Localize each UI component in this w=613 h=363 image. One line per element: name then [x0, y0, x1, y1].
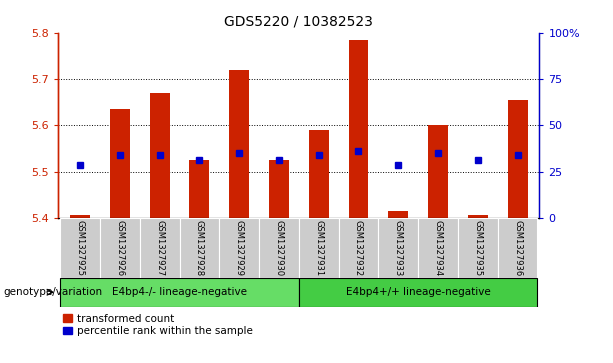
- Bar: [70, 216, 90, 218]
- Bar: [498, 218, 538, 278]
- Text: GSM1327931: GSM1327931: [314, 220, 323, 276]
- Legend: transformed count, percentile rank within the sample: transformed count, percentile rank withi…: [63, 314, 253, 337]
- Bar: [338, 218, 378, 278]
- Text: GSM1327928: GSM1327928: [195, 220, 204, 276]
- Text: GSM1327934: GSM1327934: [433, 220, 443, 276]
- Bar: [100, 218, 140, 278]
- Text: E4bp4-/- lineage-negative: E4bp4-/- lineage-negative: [112, 287, 247, 297]
- Bar: [269, 160, 289, 218]
- Bar: [468, 216, 488, 218]
- Bar: [60, 278, 299, 307]
- Text: GSM1327925: GSM1327925: [75, 220, 85, 276]
- Text: GSM1327932: GSM1327932: [354, 220, 363, 276]
- Text: genotype/variation: genotype/variation: [3, 287, 102, 297]
- Bar: [299, 218, 338, 278]
- Bar: [299, 278, 538, 307]
- Text: GSM1327936: GSM1327936: [513, 220, 522, 276]
- Bar: [150, 93, 170, 218]
- Bar: [458, 218, 498, 278]
- Bar: [309, 130, 329, 218]
- Bar: [388, 211, 408, 218]
- Text: GSM1327929: GSM1327929: [235, 220, 244, 276]
- Text: GSM1327930: GSM1327930: [275, 220, 283, 276]
- Bar: [110, 109, 130, 218]
- Bar: [349, 40, 368, 218]
- Text: E4bp4+/+ lineage-negative: E4bp4+/+ lineage-negative: [346, 287, 490, 297]
- Bar: [418, 218, 458, 278]
- Bar: [60, 218, 100, 278]
- Bar: [180, 218, 219, 278]
- Bar: [229, 70, 249, 218]
- Title: GDS5220 / 10382523: GDS5220 / 10382523: [224, 15, 373, 29]
- Bar: [219, 218, 259, 278]
- Text: GSM1327926: GSM1327926: [115, 220, 124, 276]
- Bar: [189, 160, 210, 218]
- Text: GSM1327935: GSM1327935: [473, 220, 482, 276]
- Bar: [508, 100, 528, 218]
- Bar: [428, 125, 448, 218]
- Bar: [378, 218, 418, 278]
- Text: GSM1327927: GSM1327927: [155, 220, 164, 276]
- Text: GSM1327933: GSM1327933: [394, 220, 403, 276]
- Bar: [140, 218, 180, 278]
- Bar: [259, 218, 299, 278]
